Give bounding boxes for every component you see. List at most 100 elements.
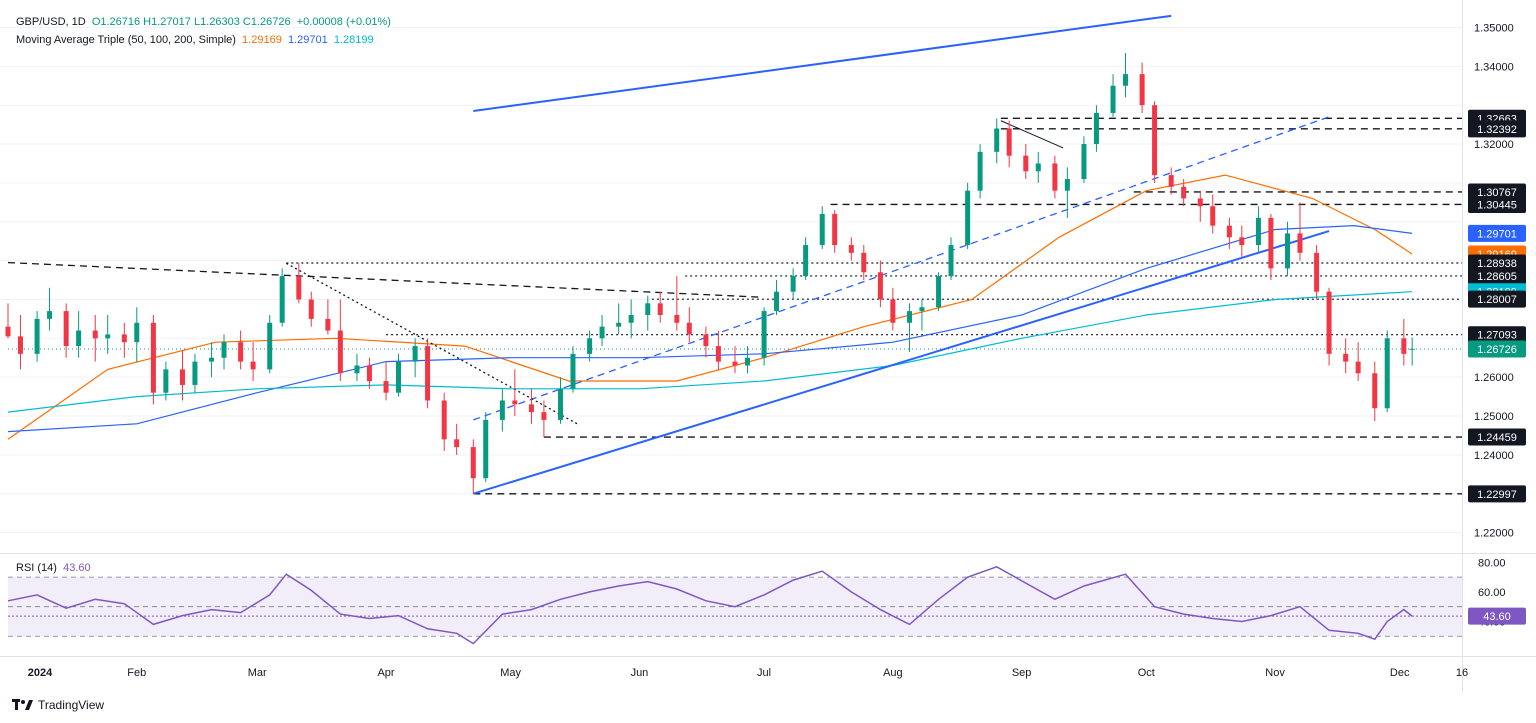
candle-body bbox=[528, 404, 534, 413]
candle-body bbox=[877, 272, 883, 300]
time-axis-tick: Jun bbox=[631, 667, 649, 679]
candle-body bbox=[441, 400, 447, 440]
candle bbox=[1139, 62, 1145, 113]
candle-body bbox=[5, 326, 11, 337]
candle-body bbox=[1035, 163, 1041, 172]
rsi-tag-box bbox=[1468, 607, 1526, 625]
candle bbox=[1355, 342, 1361, 382]
candle bbox=[366, 357, 372, 389]
candle bbox=[47, 287, 53, 331]
candle bbox=[441, 392, 447, 451]
tradingview-logo[interactable]: TradingView bbox=[12, 698, 104, 712]
trendline-long-resistance bbox=[7, 261, 760, 298]
candle bbox=[732, 346, 738, 374]
price-tag-box bbox=[1468, 290, 1526, 308]
candle bbox=[715, 330, 721, 370]
time-axis-tick: 16 bbox=[1456, 667, 1468, 679]
candle-body bbox=[296, 276, 302, 300]
candle-body bbox=[63, 311, 69, 347]
candle bbox=[977, 144, 983, 199]
candle bbox=[5, 303, 11, 339]
candle bbox=[541, 400, 547, 437]
candle bbox=[558, 377, 564, 424]
candle-body bbox=[686, 322, 692, 335]
candle bbox=[1181, 179, 1187, 207]
candle-body bbox=[1168, 175, 1174, 187]
trendline-channel-top bbox=[473, 14, 1172, 113]
price-tag-box bbox=[1468, 267, 1526, 285]
candle bbox=[412, 338, 418, 378]
candle-body bbox=[238, 342, 244, 362]
price-axis-tick: 1.34000 bbox=[1474, 61, 1514, 73]
candle bbox=[761, 307, 767, 366]
candle-body bbox=[267, 322, 273, 370]
candle-body bbox=[1152, 105, 1158, 176]
candle bbox=[238, 330, 244, 370]
candle-body bbox=[454, 439, 460, 448]
candle-body bbox=[848, 245, 854, 253]
candle bbox=[383, 361, 389, 401]
candle bbox=[1384, 330, 1390, 413]
rsi-axis-tick: 60.00 bbox=[1478, 587, 1506, 599]
time-axis-tick: Apr bbox=[377, 667, 394, 679]
candle-body bbox=[1197, 198, 1203, 207]
candle bbox=[1297, 202, 1303, 261]
candle-body bbox=[499, 400, 505, 420]
candle bbox=[1210, 194, 1216, 234]
candle-body bbox=[279, 276, 285, 323]
candle-body bbox=[1210, 206, 1216, 226]
candle bbox=[17, 314, 23, 370]
candle bbox=[686, 307, 692, 343]
price-tag-label: 1.22997 bbox=[1477, 489, 1517, 501]
trendline-sep-pullback bbox=[1000, 120, 1064, 149]
candle bbox=[790, 268, 796, 300]
price-axis-tick: 1.35000 bbox=[1474, 22, 1514, 34]
candle bbox=[774, 280, 780, 315]
time-axis-tick: Dec bbox=[1390, 667, 1410, 679]
time-axis-tick: Oct bbox=[1138, 667, 1155, 679]
candle bbox=[483, 412, 489, 483]
candle-body bbox=[703, 334, 709, 347]
candle-body bbox=[105, 334, 111, 339]
candle-body bbox=[861, 252, 867, 273]
time-axis-tick: 2024 bbox=[28, 667, 53, 679]
candle bbox=[192, 353, 198, 393]
candle bbox=[308, 291, 314, 327]
rsi-tag-label: 43.60 bbox=[1483, 611, 1511, 623]
candle bbox=[150, 314, 156, 405]
candle bbox=[1035, 151, 1041, 183]
time-axis-tick: Jul bbox=[757, 667, 771, 679]
candle bbox=[1239, 225, 1245, 257]
candle-body bbox=[366, 365, 372, 382]
candle-body bbox=[819, 213, 825, 246]
candle-body bbox=[150, 322, 156, 393]
candle bbox=[354, 353, 360, 382]
candle bbox=[861, 245, 867, 281]
price-tag-label: 1.30445 bbox=[1477, 199, 1517, 211]
candle bbox=[848, 237, 854, 261]
price-tag-label: 1.28605 bbox=[1477, 271, 1517, 283]
candle-body bbox=[1226, 225, 1232, 238]
trendline-march-decline bbox=[286, 262, 578, 425]
candle-body bbox=[1052, 163, 1058, 191]
candle bbox=[1152, 101, 1158, 183]
candle-body bbox=[1372, 373, 1378, 409]
candle-body bbox=[512, 400, 518, 405]
candle-body bbox=[890, 299, 896, 323]
candle bbox=[528, 388, 534, 424]
ma-indicator-label[interactable]: Moving Average Triple (50, 100, 200, Sim… bbox=[16, 34, 236, 46]
price-tag-box bbox=[1468, 340, 1526, 358]
candle bbox=[1023, 144, 1029, 180]
rsi-label[interactable]: RSI (14) bbox=[16, 562, 57, 574]
candle-body bbox=[715, 346, 721, 362]
candle-body bbox=[599, 326, 605, 339]
symbol-label[interactable]: GBP/USD, 1D bbox=[16, 16, 86, 28]
price-tag-box bbox=[1468, 224, 1526, 242]
candle bbox=[221, 334, 227, 370]
candle-body bbox=[1384, 338, 1390, 409]
candle-body bbox=[92, 330, 98, 339]
candle bbox=[499, 388, 505, 432]
candle-body bbox=[570, 353, 576, 389]
time-axis-tick: Aug bbox=[883, 667, 903, 679]
